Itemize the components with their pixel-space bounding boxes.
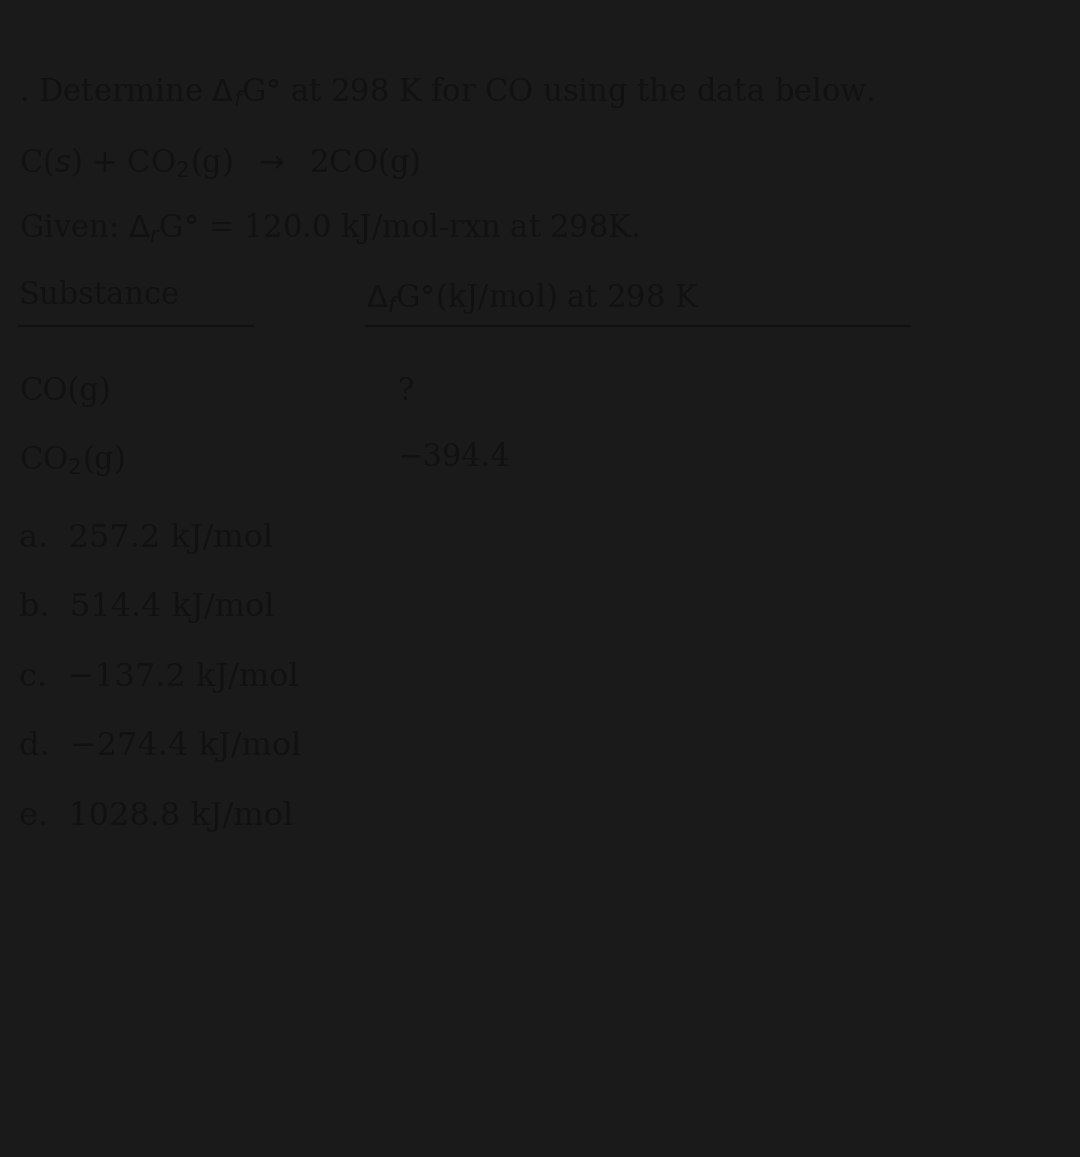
Text: Given: $\Delta_r$G$\degree$ = 120.0 kJ/mol-rxn at 298K.: Given: $\Delta_r$G$\degree$ = 120.0 kJ/m… bbox=[18, 211, 639, 245]
Text: $\Delta_f$G$\degree$(kJ/mol) at 298 K: $\Delta_f$G$\degree$(kJ/mol) at 298 K bbox=[366, 280, 700, 316]
Text: d.  −274.4 kJ/mol: d. −274.4 kJ/mol bbox=[18, 731, 301, 762]
Text: e.  1028.8 kJ/mol: e. 1028.8 kJ/mol bbox=[18, 801, 293, 832]
Text: b.  514.4 kJ/mol: b. 514.4 kJ/mol bbox=[18, 592, 274, 624]
Text: Substance: Substance bbox=[18, 280, 180, 311]
Text: c.  −137.2 kJ/mol: c. −137.2 kJ/mol bbox=[18, 662, 298, 693]
Text: . Determine $\Delta_f$G$\degree$ at 298 K for CO using the data below.: . Determine $\Delta_f$G$\degree$ at 298 … bbox=[18, 75, 875, 110]
Text: a.  257.2 kJ/mol: a. 257.2 kJ/mol bbox=[18, 523, 273, 554]
Text: CO$_2$(g): CO$_2$(g) bbox=[18, 442, 125, 478]
Text: CO(g): CO(g) bbox=[18, 376, 110, 407]
Text: C($\it{s}$) + CO$_2$(g)  $\rightarrow$  2CO(g): C($\it{s}$) + CO$_2$(g) $\rightarrow$ 2C… bbox=[18, 145, 420, 180]
Text: ?: ? bbox=[397, 376, 414, 407]
Text: −394.4: −394.4 bbox=[397, 442, 510, 473]
